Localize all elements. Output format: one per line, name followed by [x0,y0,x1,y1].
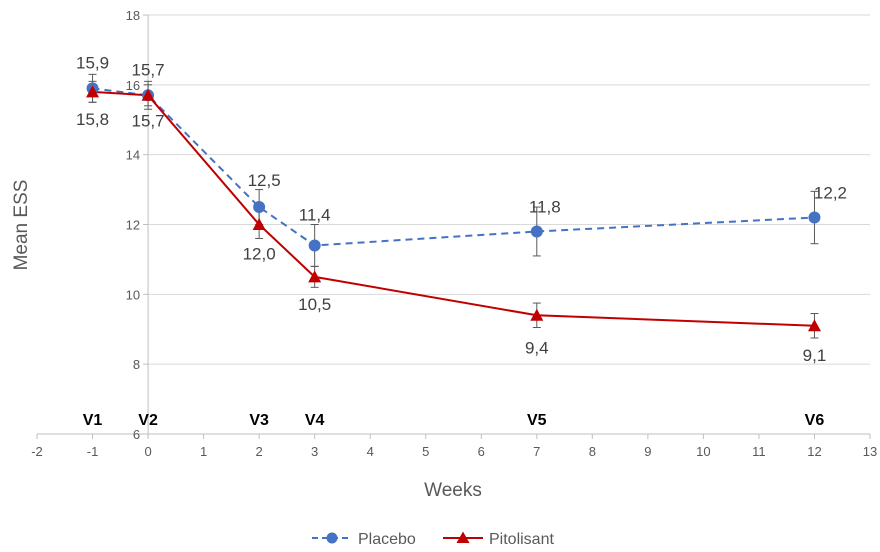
x-tick-label: 4 [367,444,374,459]
x-tick-label: 3 [311,444,318,459]
pitolisant-data-label: 12,0 [243,245,276,264]
grid-lines [148,14,870,365]
x-tick-label: 2 [256,444,263,459]
x-tick-label: 6 [478,444,485,459]
legend-placebo-marker [326,532,338,544]
placebo-point [530,225,543,238]
x-tick-label: -2 [31,444,43,459]
x-axis-title: Weeks [424,480,482,501]
x-tick-label: 11 [752,444,766,459]
legend-item-placebo[interactable]: Placebo [312,531,416,548]
x-tick-label: 0 [144,444,151,459]
pitolisant-point [252,218,266,230]
x-tick-label: 12 [807,444,821,459]
placebo-data-label: 11,8 [529,197,561,216]
legend-item-pitolisant[interactable]: Pitolisant [443,531,554,548]
visit-label: V2 [138,412,158,429]
visit-label: V6 [805,412,825,429]
legend: Placebo Pitolisant [312,531,554,548]
x-tick-label: 1 [200,444,207,459]
x-tick-label: 10 [696,444,710,459]
pitolisant-point [807,319,821,332]
pitolisant-line [92,90,815,327]
visit-label: V4 [305,412,325,429]
placebo-point [253,201,266,214]
y-tick-label: 6 [133,427,140,442]
y-tick-label: 16 [126,78,140,93]
y-tick-label: 14 [126,148,140,163]
pitolisant-data-label: 10,5 [298,295,331,314]
legend-pitolisant-label: Pitolisant [489,531,554,548]
placebo-point [808,211,821,224]
visit-label: V1 [83,412,103,429]
visit-label: V3 [249,412,269,429]
pitolisant-data-label: 9,4 [525,338,549,357]
legend-pitolisant-marker [456,531,470,543]
series [86,73,821,339]
placebo-data-label: 12,5 [248,171,281,190]
visit-label: V5 [527,412,547,429]
placebo-data-label: 15,7 [132,60,165,79]
placebo-data-label: 15,9 [76,53,109,72]
y-axis-title: Mean ESS [11,180,32,271]
pitolisant-point [86,85,100,98]
x-tick-label: 7 [533,444,540,459]
placebo-data-label: 12,2 [814,184,847,203]
pitolisant-data-label: 15,8 [76,110,109,129]
pitolisant-point [141,88,155,101]
x-tick-label: 13 [863,444,877,459]
placebo-data-label: 11,4 [299,205,331,224]
placebo-point [308,239,321,252]
x-tick-label: 8 [589,444,596,459]
pitolisant-point [530,308,544,321]
x-tick-label: 5 [422,444,429,459]
y-tick-label: 10 [126,287,140,302]
visit-labels: V1 V2 V3 V4 V5 V6 [83,412,825,429]
placebo-line [92,87,815,247]
data-labels: 15,9 15,7 12,5 11,4 11,8 12,2 15,8 15,7 12,0 10,5… [76,53,847,364]
x-tick-label: -1 [87,444,99,459]
y-tick-label: 18 [126,8,140,23]
legend-placebo-label: Placebo [358,531,416,548]
x-tick-label: 9 [644,444,651,459]
y-tick-label: 12 [126,218,140,233]
pitolisant-data-label: 15,7 [132,111,165,130]
pitolisant-data-label: 9,1 [803,346,827,365]
y-tick-label: 8 [133,357,140,372]
pitolisant-point [308,270,322,283]
